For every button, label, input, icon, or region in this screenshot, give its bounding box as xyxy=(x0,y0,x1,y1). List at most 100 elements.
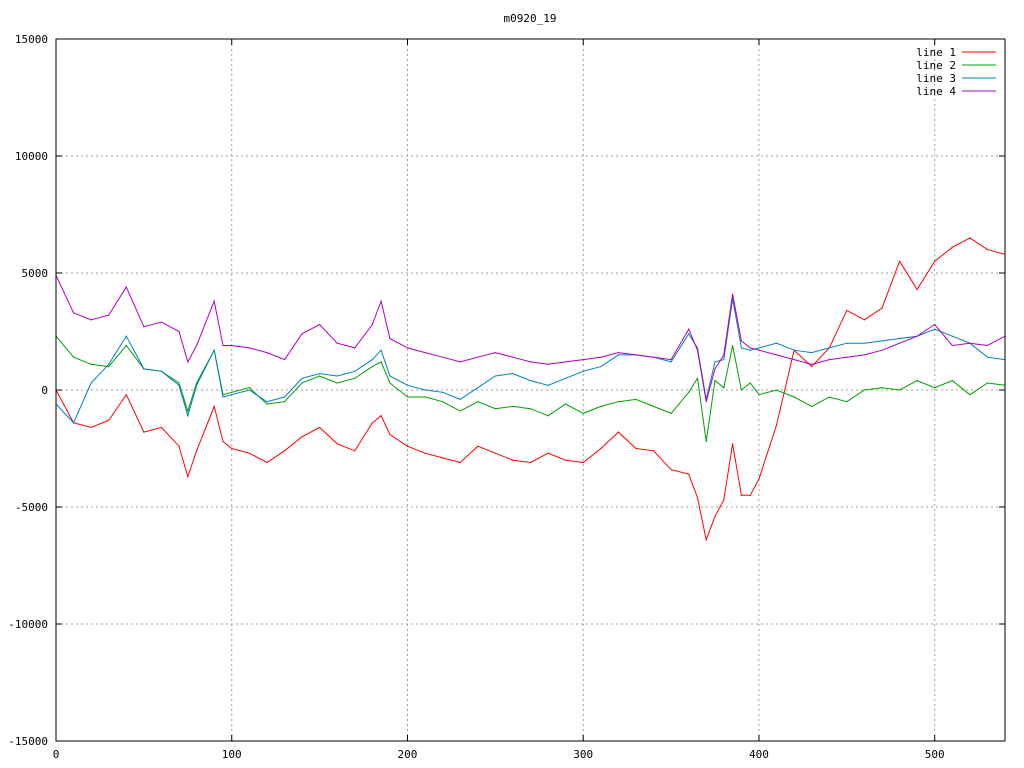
series-4-point xyxy=(863,354,866,356)
series-1-point xyxy=(951,246,953,248)
series-2-point xyxy=(793,396,795,398)
series-2-point xyxy=(336,382,338,384)
series-1-point xyxy=(811,366,813,368)
series-4-point xyxy=(125,286,127,288)
series-3-point xyxy=(248,389,250,391)
series-2-point xyxy=(582,412,584,414)
series-3-point xyxy=(828,347,830,349)
series-2-point xyxy=(898,389,901,391)
x-tick-label: 100 xyxy=(222,748,242,761)
series-4-point xyxy=(380,300,382,302)
series-1-point xyxy=(108,419,110,422)
series-3-point xyxy=(714,361,716,363)
series-1-point xyxy=(160,426,163,429)
series-1-point xyxy=(442,457,444,459)
series-2-point xyxy=(635,398,637,400)
series-1-point xyxy=(494,452,496,454)
series-1-point xyxy=(670,468,672,471)
series-1-point xyxy=(898,260,901,262)
series-3-point xyxy=(380,349,382,351)
series-2-point xyxy=(248,387,250,389)
series-4-point xyxy=(714,368,716,370)
x-tick-label: 300 xyxy=(573,748,593,761)
series-4-point xyxy=(688,328,690,330)
series-4-point xyxy=(846,356,848,358)
series-2-point xyxy=(301,382,303,384)
x-tick-label: 200 xyxy=(398,748,418,761)
series-1-point xyxy=(512,459,514,461)
series-4-point xyxy=(749,347,751,349)
series-2-point xyxy=(529,408,532,410)
series-1-point xyxy=(723,499,725,501)
series-2-point xyxy=(187,410,189,412)
series-3-point xyxy=(266,401,268,403)
series-4-point xyxy=(213,300,215,302)
series-4-point xyxy=(793,358,795,361)
series-1-point xyxy=(248,452,250,454)
series-2-point xyxy=(749,382,751,384)
series-2-point xyxy=(477,401,479,403)
series-3-point xyxy=(442,391,444,393)
series-3-point xyxy=(951,335,953,337)
series-3-point xyxy=(881,340,883,342)
series-1-point xyxy=(187,475,189,478)
series-1-point xyxy=(459,461,461,464)
series-1-point xyxy=(231,447,233,450)
series-3-point xyxy=(222,396,224,398)
series-3-point xyxy=(160,370,163,372)
series-2-point xyxy=(547,415,549,417)
series-1-point xyxy=(652,450,655,452)
series-3-point xyxy=(723,358,725,361)
series-2-point xyxy=(380,361,382,363)
series-2-point xyxy=(863,389,866,391)
series-2-point xyxy=(951,380,953,382)
series-3-point xyxy=(354,370,356,372)
series-1-point xyxy=(846,309,848,312)
series-2-point xyxy=(934,387,936,389)
series-3-point xyxy=(670,361,672,363)
series-1-point xyxy=(758,478,760,480)
series-4-point xyxy=(72,312,75,314)
series-2-point xyxy=(319,375,321,377)
series-3-point xyxy=(178,384,180,386)
legend-label-3: line 3 xyxy=(916,72,956,85)
y-tick-label: -15000 xyxy=(8,735,48,748)
series-2-point xyxy=(811,405,813,407)
series-4-point xyxy=(222,344,224,347)
series-4-point xyxy=(529,361,532,363)
tick-labels: -15000 -10000 -5000 0 5000 10000 15000 0 100 200 3… xyxy=(8,33,944,761)
series-4-point xyxy=(652,356,655,358)
series-3-point xyxy=(758,347,760,349)
series-4-point xyxy=(389,337,391,340)
series-3-point xyxy=(319,373,321,375)
series-lines xyxy=(55,237,1006,542)
series-3-point xyxy=(389,375,391,377)
series-1-point xyxy=(732,443,734,445)
series-2-point xyxy=(354,377,356,379)
series-3-point xyxy=(231,394,233,396)
series-2-point xyxy=(732,344,734,347)
series-2-point xyxy=(371,366,373,368)
series-3-point xyxy=(565,377,567,379)
series-1-point xyxy=(406,445,409,447)
series-4-point xyxy=(916,335,918,337)
series-1-point xyxy=(222,440,224,443)
series-1-point xyxy=(547,452,549,454)
series-1-point xyxy=(635,447,637,450)
y-tick-label: 10000 xyxy=(15,150,48,163)
series-4-point xyxy=(143,326,145,328)
series-4-point xyxy=(547,363,549,365)
series-3-point xyxy=(688,333,690,335)
series-line-1 xyxy=(55,237,1006,542)
series-2-point xyxy=(231,391,233,393)
series-3-point xyxy=(108,363,110,365)
series-1-point xyxy=(178,445,180,447)
series-4-point xyxy=(442,356,444,358)
series-4-point xyxy=(811,363,813,365)
series-1-point xyxy=(986,249,989,251)
series-3-point xyxy=(863,342,866,344)
series-2-point xyxy=(986,382,989,384)
series-3-point xyxy=(336,375,338,377)
series-1-point xyxy=(565,459,567,461)
